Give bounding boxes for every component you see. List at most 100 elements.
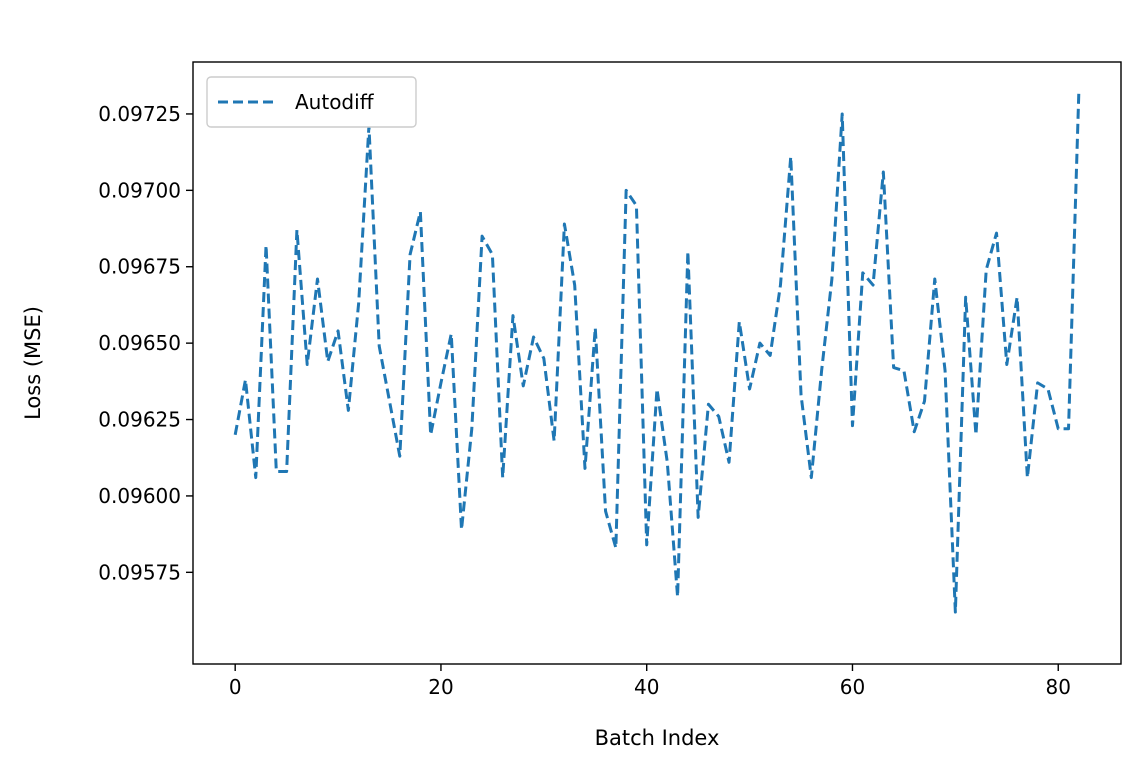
plot-layer (233, 91, 1081, 614)
y-tick-label: 0.09700 (98, 178, 181, 202)
data-point (1005, 363, 1008, 366)
data-point (563, 222, 566, 225)
data-point (275, 470, 278, 473)
data-point (542, 357, 545, 360)
data-point (779, 284, 782, 287)
data-point (409, 253, 412, 256)
data-point (748, 387, 751, 390)
data-point (265, 244, 268, 247)
data-point (625, 189, 628, 192)
y-axis-label: Loss (MSE) (21, 306, 45, 420)
data-point (830, 277, 833, 280)
data-point (306, 363, 309, 366)
data-point (419, 210, 422, 213)
data-point (944, 369, 947, 372)
data-point (439, 381, 442, 384)
data-point (697, 516, 700, 519)
data-point (295, 229, 298, 232)
data-point (573, 284, 576, 287)
data-point (244, 378, 247, 381)
y-tick-label: 0.09650 (98, 331, 181, 355)
data-point (758, 342, 761, 345)
legend-series-label: Autodiff (295, 90, 375, 114)
data-point (676, 595, 679, 598)
data-point (892, 366, 895, 369)
data-point (861, 271, 864, 274)
data-point (1046, 387, 1049, 390)
data-point (481, 235, 484, 238)
y-tick-label: 0.09575 (98, 560, 181, 584)
data-point (1077, 91, 1080, 94)
data-point (234, 433, 237, 436)
data-point (666, 461, 669, 464)
x-tick-label: 40 (634, 675, 659, 699)
data-point (553, 439, 556, 442)
data-point (594, 326, 597, 329)
data-point (1036, 381, 1039, 384)
data-point (789, 155, 792, 158)
data-point (429, 433, 432, 436)
data-point (882, 171, 885, 174)
data-point (532, 336, 535, 339)
data-point (964, 296, 967, 299)
data-point (398, 455, 401, 458)
data-point (635, 204, 638, 207)
x-tick-label: 60 (840, 675, 865, 699)
data-point (954, 611, 957, 614)
data-point (645, 543, 648, 546)
data-point (851, 424, 854, 427)
data-point (985, 268, 988, 271)
data-point (254, 476, 257, 479)
data-point (326, 360, 329, 363)
data-point (923, 400, 926, 403)
legend-box (206, 76, 417, 128)
data-point (974, 433, 977, 436)
data-point (614, 546, 617, 549)
data-point (501, 476, 504, 479)
data-point (769, 354, 772, 357)
data-point (511, 314, 514, 317)
data-point (1067, 427, 1070, 430)
data-point (1016, 296, 1019, 299)
data-point (285, 470, 288, 473)
y-tick-label: 0.09625 (98, 408, 181, 432)
x-tick-label: 0 (229, 675, 242, 699)
data-point (347, 409, 350, 412)
data-point (707, 403, 710, 406)
data-point (933, 277, 936, 280)
data-point (902, 369, 905, 372)
data-point (1026, 476, 1029, 479)
data-point (1057, 427, 1060, 430)
data-point (995, 232, 998, 235)
y-axis-ticks: 0.09575 0.09600 0.09625 0.09650 0.09675 0.097… (98, 102, 193, 584)
data-point (604, 510, 607, 513)
data-point (491, 253, 494, 256)
data-point (717, 415, 720, 418)
x-tick-label: 20 (428, 675, 453, 699)
series-line-autodiff (233, 92, 1081, 614)
data-point (583, 467, 586, 470)
data-point (820, 369, 823, 372)
data-point (872, 284, 875, 287)
data-point (450, 332, 453, 335)
data-point (686, 250, 689, 253)
data-point (378, 345, 381, 348)
y-tick-label: 0.09675 (98, 255, 181, 279)
data-point (357, 302, 360, 305)
x-axis-ticks: 0 20 40 60 80 (229, 664, 1071, 699)
data-point (913, 430, 916, 433)
data-point (728, 461, 731, 464)
data-point (738, 320, 741, 323)
x-tick-label: 80 (1046, 675, 1071, 699)
data-point (470, 427, 473, 430)
y-tick-label: 0.09600 (98, 484, 181, 508)
data-point (460, 528, 463, 531)
legend: Autodiff (206, 76, 417, 128)
data-point (810, 476, 813, 479)
y-tick-label: 0.09725 (98, 102, 181, 126)
data-point (388, 400, 391, 403)
data-point (337, 329, 340, 332)
x-axis-label: Batch Index (595, 726, 720, 750)
